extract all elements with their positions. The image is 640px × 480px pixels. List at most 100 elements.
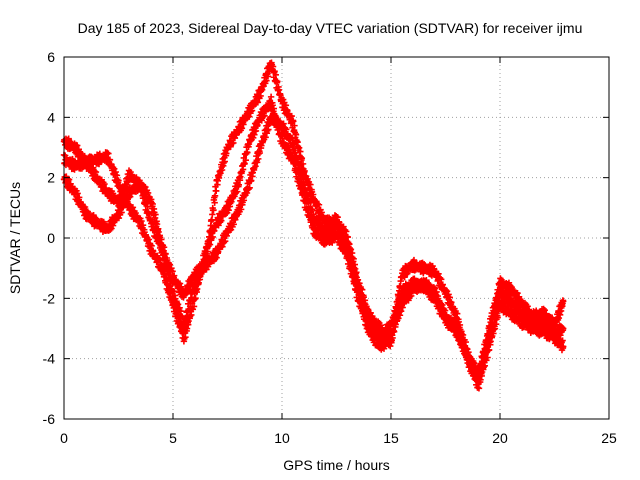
data-point: [170, 299, 177, 306]
data-point: [213, 254, 220, 261]
x-tick-label: 25: [601, 430, 617, 446]
data-point: [256, 149, 264, 157]
data-point: [393, 311, 400, 318]
data-point: [220, 239, 228, 246]
x-tick-label: 10: [274, 430, 290, 446]
data-point: [221, 238, 229, 245]
data-point: [121, 188, 128, 195]
data-point: [434, 297, 441, 304]
data-point: [350, 264, 358, 271]
data-point: [497, 284, 504, 291]
data-point: [436, 274, 444, 282]
data-point: [195, 279, 202, 286]
data-point: [280, 120, 287, 127]
data-point: [213, 187, 220, 195]
data-point: [221, 158, 228, 165]
data-point: [258, 117, 265, 124]
data-point: [107, 226, 114, 233]
data-point: [269, 102, 276, 109]
data-point: [560, 298, 567, 305]
data-point: [307, 199, 315, 207]
data-point: [174, 312, 181, 319]
data-point: [506, 291, 513, 299]
data-point: [219, 243, 226, 250]
data-point: [265, 126, 272, 133]
data-point: [557, 332, 564, 339]
data-point: [240, 121, 247, 128]
data-point: [348, 254, 355, 262]
y-tick-label: -2: [43, 290, 56, 306]
data-point: [356, 286, 364, 294]
data-point: [359, 293, 366, 301]
data-point: [296, 162, 303, 170]
x-tick-label: 15: [383, 430, 399, 446]
data-point: [514, 289, 521, 297]
data-point: [317, 219, 325, 227]
data-point: [488, 330, 495, 337]
data-point: [470, 359, 477, 366]
data-point: [340, 223, 347, 230]
data-point: [274, 78, 281, 85]
data-point: [304, 175, 311, 183]
data-point: [168, 264, 175, 272]
data-point: [164, 277, 171, 285]
axis-ticks: 0 5 10 15 20 25 -6 -4 -2 0 2 4 6: [43, 49, 617, 446]
data-point: [560, 343, 567, 350]
data-point: [165, 260, 172, 267]
data-point: [360, 300, 368, 308]
data-point: [92, 168, 100, 176]
data-point: [485, 339, 492, 346]
data-point: [254, 99, 262, 106]
data-point: [124, 198, 131, 205]
data-point: [129, 204, 137, 211]
data-point: [139, 221, 147, 229]
data-point: [105, 150, 112, 157]
data-point: [479, 361, 487, 369]
data-point: [455, 331, 463, 338]
data-point: [106, 156, 114, 163]
data-point: [246, 113, 253, 120]
data-point: [246, 184, 253, 191]
chart-title: Day 185 of 2023, Sidereal Day-to-day VTE…: [78, 20, 583, 36]
data-point: [261, 112, 268, 119]
data-point: [405, 297, 412, 304]
data-point: [495, 298, 503, 305]
data-point: [186, 286, 193, 294]
data-point: [560, 325, 567, 332]
x-axis-label: GPS time / hours: [283, 457, 390, 473]
data-point: [274, 115, 281, 123]
data-point: [75, 194, 83, 201]
data-point: [74, 142, 81, 149]
data-point: [262, 134, 269, 141]
data-point: [524, 303, 531, 310]
data-point: [194, 273, 202, 281]
data-point: [149, 200, 156, 208]
data-point: [556, 311, 564, 318]
data-point: [171, 304, 179, 311]
data-point: [252, 127, 260, 135]
data-point: [241, 160, 248, 168]
data-point: [162, 250, 169, 258]
data-point: [549, 323, 556, 330]
data-point: [445, 315, 453, 322]
data-point: [222, 210, 230, 217]
data-point: [315, 201, 323, 208]
data-point: [489, 321, 497, 328]
y-tick-label: 0: [47, 230, 55, 246]
data-point: [445, 291, 452, 298]
data-point: [218, 166, 226, 174]
data-point: [299, 172, 306, 179]
data-point: [176, 280, 184, 287]
data-point: [307, 181, 314, 188]
data-point: [454, 325, 461, 333]
data-point: [540, 305, 547, 313]
y-axis-label: SDTVAR / TECUs: [7, 182, 23, 294]
data-point: [435, 270, 442, 277]
data-point: [334, 214, 341, 221]
data-point: [148, 242, 155, 249]
y-tick-label: -4: [43, 351, 56, 367]
data-point: [279, 96, 287, 103]
data-point: [109, 222, 117, 229]
data-point: [160, 244, 168, 251]
